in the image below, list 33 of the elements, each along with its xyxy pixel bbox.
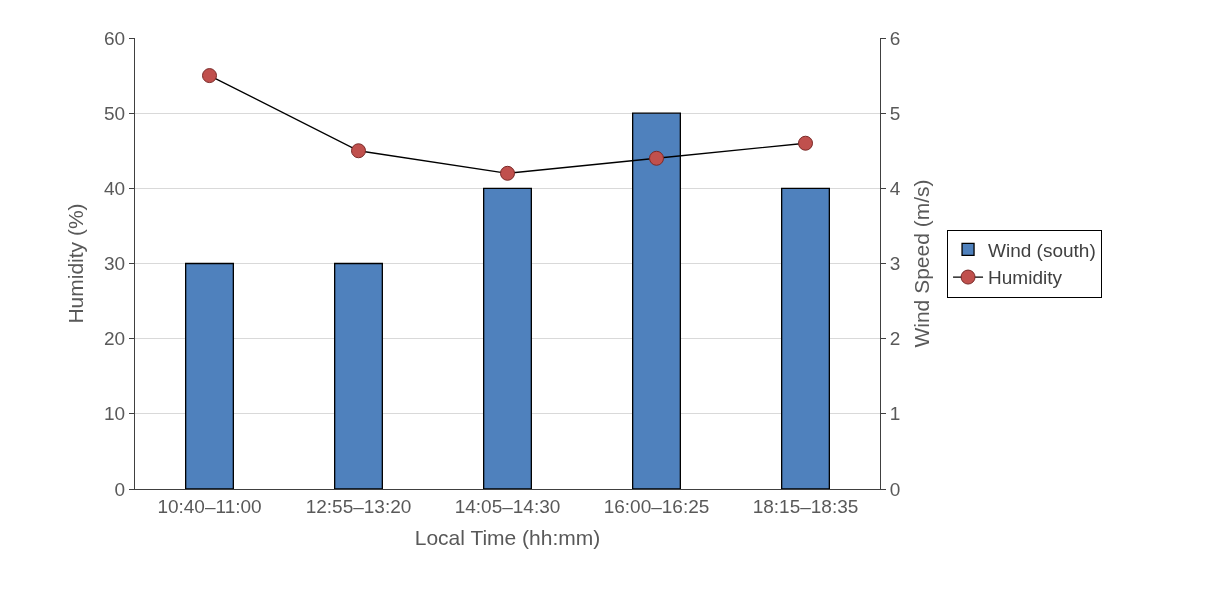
y-tick-label: 20 (104, 328, 126, 350)
y2-axis-title: Wind Speed (m/s) (910, 179, 933, 348)
y2-tick-label: 3 (889, 253, 901, 275)
y-tick-label: 60 (104, 27, 126, 49)
point (202, 68, 217, 84)
point (649, 150, 664, 166)
bar (334, 262, 383, 489)
y-tick-label: 50 (104, 102, 126, 124)
x-tick-label: 16:00–16:25 (603, 495, 710, 517)
bar (185, 262, 234, 489)
y2-tick-label: 4 (889, 177, 901, 199)
point (500, 165, 515, 181)
legend-label: Wind (south) (988, 239, 1096, 261)
x-tick-label: 12:55–13:20 (305, 495, 412, 517)
x-axis-title: Local Time (hh:mm) (414, 526, 601, 549)
x-tick-label: 18:15–18:35 (752, 495, 859, 517)
point (798, 135, 813, 151)
y2-tick-label: 1 (889, 403, 901, 425)
point (351, 143, 366, 159)
legend-label: Humidity (988, 267, 1063, 289)
y-tick-label: 40 (104, 177, 126, 199)
y2-tick-label: 2 (889, 328, 901, 350)
y2-tick-label: 6 (889, 27, 901, 49)
bar (781, 187, 830, 489)
x-tick-label: 14:05–14:30 (454, 495, 561, 517)
y-tick-label: 30 (104, 253, 126, 275)
y2-tick-label: 5 (889, 102, 901, 124)
y-tick-label: 0 (114, 478, 126, 500)
y2-tick-label: 0 (889, 478, 901, 500)
bar (483, 187, 532, 489)
y-tick-label: 10 (104, 403, 126, 425)
x-tick-label: 10:40–11:00 (157, 495, 262, 517)
y-axis-title: Humidity (%) (64, 203, 88, 324)
